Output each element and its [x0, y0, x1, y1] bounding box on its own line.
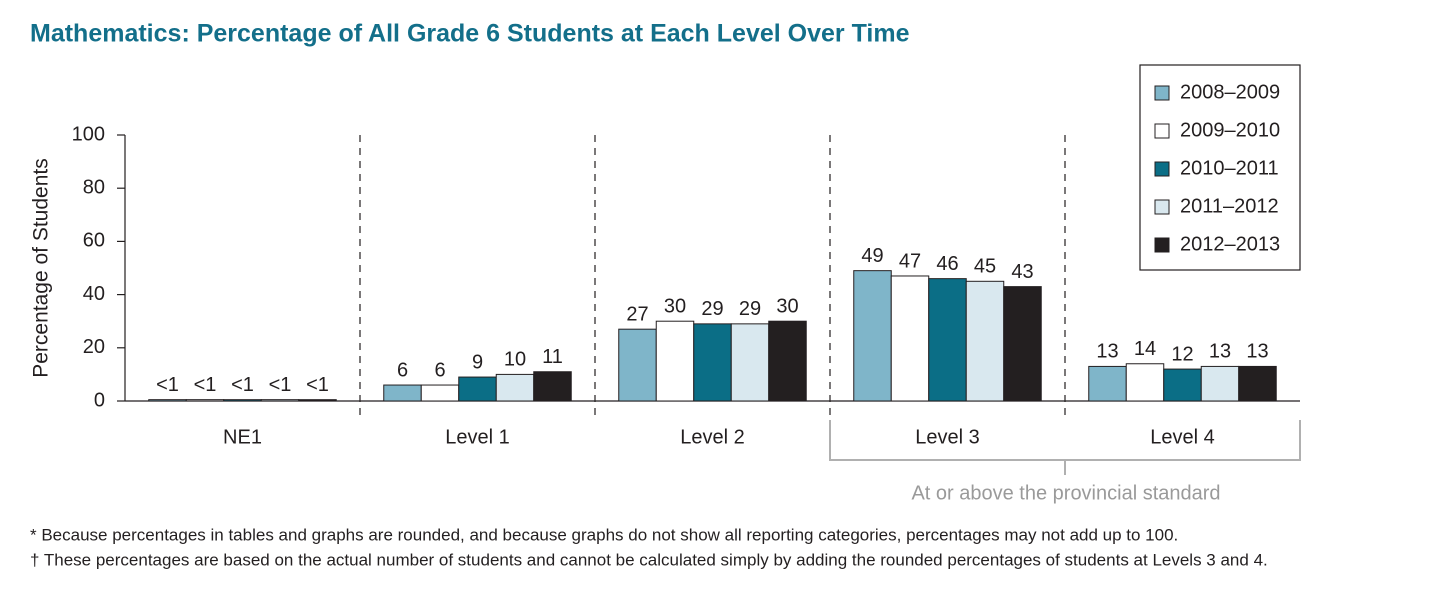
footnote: * Because percentages in tables and grap… — [30, 525, 1178, 544]
value-label: 43 — [1011, 261, 1033, 283]
value-label: 30 — [664, 295, 686, 317]
legend-swatch — [1154, 161, 1170, 177]
legend-swatch — [1154, 85, 1170, 101]
x-tick-label: NE1 — [223, 426, 262, 448]
bar — [420, 384, 460, 402]
legend-label: 2008–2009 — [1180, 81, 1280, 103]
x-tick-label: Level 2 — [680, 426, 745, 448]
bar — [458, 376, 497, 402]
value-label: 12 — [1171, 343, 1193, 365]
bar — [148, 399, 187, 402]
bar — [1125, 363, 1165, 402]
value-label: 49 — [861, 245, 883, 267]
bar — [185, 399, 225, 402]
y-tick-label: 20 — [83, 336, 105, 358]
bar — [298, 399, 337, 402]
value-label: 29 — [701, 298, 723, 320]
footnote: † These percentages are based on the act… — [30, 550, 1268, 569]
bar — [223, 399, 262, 402]
bar — [965, 280, 1005, 402]
bar — [618, 328, 657, 402]
bar — [383, 384, 422, 402]
value-label: 9 — [472, 351, 483, 373]
bar — [495, 373, 535, 402]
value-label: <1 — [269, 374, 292, 396]
bar — [1238, 365, 1277, 402]
y-tick-label: 100 — [72, 123, 105, 145]
value-label: 27 — [626, 303, 648, 325]
y-axis-label: Percentage of Students — [30, 158, 53, 378]
value-label: 47 — [899, 250, 921, 272]
value-label: <1 — [194, 374, 217, 396]
value-label: 29 — [739, 298, 761, 320]
value-label: 46 — [936, 253, 958, 275]
value-label: 13 — [1209, 341, 1231, 363]
bar — [928, 278, 967, 402]
value-label: 6 — [397, 359, 408, 381]
value-label: 13 — [1246, 341, 1268, 363]
bar — [768, 320, 807, 402]
x-tick-label: Level 3 — [915, 426, 980, 448]
y-tick-label: 0 — [94, 389, 105, 411]
x-tick-label: Level 1 — [445, 426, 510, 448]
value-label: 30 — [776, 295, 798, 317]
value-label: 13 — [1096, 341, 1118, 363]
x-tick-label: Level 4 — [1150, 426, 1215, 448]
legend-swatch — [1154, 237, 1170, 253]
y-tick-label: 80 — [83, 176, 105, 198]
bracket — [829, 420, 1301, 475]
legend-label: 2012–2013 — [1180, 233, 1280, 255]
annotation: At or above the provincial standard — [911, 482, 1220, 504]
legend-label: 2009–2010 — [1180, 119, 1280, 141]
legend-swatch — [1154, 123, 1170, 139]
value-label: <1 — [306, 374, 329, 396]
bar — [1003, 286, 1042, 402]
bar — [890, 275, 930, 402]
bar — [693, 323, 732, 402]
bar — [1088, 365, 1127, 402]
value-label: 45 — [974, 256, 996, 278]
bar — [260, 399, 300, 402]
legend-label: 2010–2011 — [1180, 157, 1279, 179]
value-label: <1 — [231, 374, 254, 396]
y-tick-label: 60 — [83, 230, 105, 252]
bar — [655, 320, 695, 402]
bar — [1200, 365, 1240, 402]
chart-title: Mathematics: Percentage of All Grade 6 S… — [30, 20, 910, 48]
bar — [1163, 368, 1202, 402]
value-label: 14 — [1134, 338, 1156, 360]
bar — [853, 270, 892, 402]
y-tick-label: 40 — [83, 283, 105, 305]
value-label: 10 — [504, 349, 526, 371]
legend-swatch — [1154, 199, 1170, 215]
bar — [533, 371, 572, 402]
value-label: <1 — [156, 374, 179, 396]
legend-label: 2011–2012 — [1180, 195, 1279, 217]
value-label: 11 — [542, 346, 563, 368]
value-label: 6 — [434, 359, 445, 381]
bar — [730, 323, 770, 402]
